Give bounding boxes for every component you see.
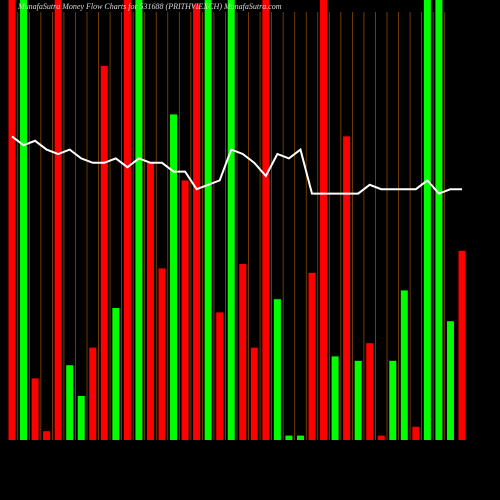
bar xyxy=(273,299,281,440)
bar xyxy=(285,435,293,440)
bar xyxy=(320,0,328,440)
bar xyxy=(458,250,466,440)
bar xyxy=(123,0,131,440)
bar xyxy=(54,0,62,440)
category-lines xyxy=(17,12,446,440)
bar xyxy=(308,272,316,440)
bar xyxy=(193,4,201,441)
bar xyxy=(20,0,28,440)
bar xyxy=(100,66,108,440)
bar xyxy=(354,360,362,440)
bar xyxy=(423,0,431,440)
bar xyxy=(389,360,397,440)
money-flow-line xyxy=(11,135,462,195)
bar xyxy=(239,264,247,440)
bar xyxy=(8,0,16,440)
bar xyxy=(89,347,97,440)
bar xyxy=(77,396,85,440)
bar xyxy=(262,0,270,440)
bar xyxy=(366,343,374,440)
bar xyxy=(204,0,212,440)
chart-title: MunafaSutra Money Flow Charts for 531688… xyxy=(17,2,282,11)
bar xyxy=(158,268,166,440)
bar xyxy=(170,114,178,441)
bar xyxy=(66,365,74,440)
bar xyxy=(43,431,51,440)
bar xyxy=(146,162,154,441)
bar xyxy=(227,0,235,440)
bar xyxy=(216,312,224,440)
bars xyxy=(8,0,466,441)
bar xyxy=(31,378,39,440)
bar xyxy=(250,347,258,440)
bar xyxy=(412,426,420,440)
bar xyxy=(343,136,351,440)
bar xyxy=(331,356,339,440)
bar xyxy=(181,180,189,440)
line-layer xyxy=(11,135,462,195)
bar xyxy=(400,290,408,440)
bar xyxy=(135,0,143,440)
bar xyxy=(435,0,443,440)
bar xyxy=(377,435,385,440)
bar xyxy=(112,308,120,440)
bar xyxy=(296,435,304,440)
bar xyxy=(446,321,454,440)
